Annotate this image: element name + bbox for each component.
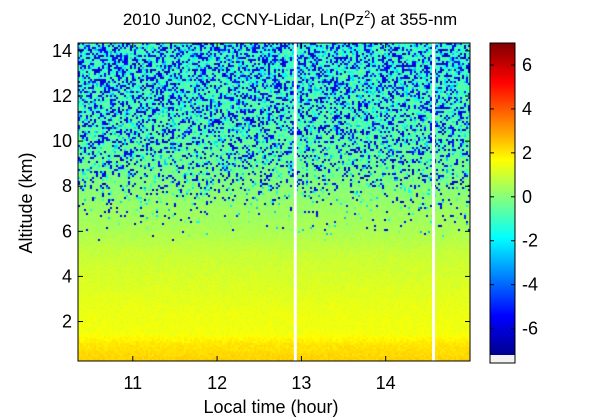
- y-tick-label: 10: [52, 131, 72, 151]
- colorbar-tick-label: 4: [522, 99, 532, 119]
- chart-title-superscript: 2: [364, 9, 370, 21]
- y-tick-label: 6: [62, 221, 72, 241]
- colorbar-gradient: [490, 43, 515, 355]
- plot-frame: [77, 42, 471, 362]
- colorbar-bottom-white: [490, 355, 515, 363]
- colorbar-tick-label: 6: [522, 55, 532, 75]
- heatmap-cells: [78, 43, 470, 361]
- colorbar-tick-label: -2: [522, 231, 538, 251]
- x-axis-label: Local time (hour): [203, 397, 338, 417]
- colorbar-tick-label: -6: [522, 319, 538, 339]
- chart-title: 2010 Jun02, CCNY-Lidar, Ln(Pz2) at 355-n…: [123, 9, 457, 29]
- y-axis: 2 4 6 8 10 12 14: [52, 41, 470, 332]
- x-tick-label: 14: [376, 373, 396, 393]
- colorbar: 6 4 2 0 -2 -4 -6: [489, 42, 538, 364]
- data-gap-0: [293, 43, 297, 361]
- colorbar-tick-label: 0: [522, 187, 532, 207]
- x-tick-label: 11: [123, 373, 142, 393]
- y-axis-label: Altitude (km): [16, 152, 36, 253]
- chart-title-main: 2010 Jun02, CCNY-Lidar, Ln(Pz: [123, 10, 364, 29]
- y-tick-label: 12: [52, 86, 72, 106]
- colorbar-tick-label: -4: [522, 275, 538, 295]
- colorbar-tick-label: 2: [522, 143, 532, 163]
- colorbar-ticks: 6 4 2 0 -2 -4 -6: [490, 55, 538, 339]
- y-tick-label: 4: [62, 266, 72, 286]
- y-tick-label: 8: [62, 176, 72, 196]
- chart-title-suffix: ) at 355-nm: [370, 10, 457, 29]
- x-tick-label: 13: [291, 373, 311, 393]
- data-gap-1: [432, 43, 436, 361]
- colorbar-frame: [489, 42, 516, 364]
- plot-area: 11 12 13 14 2 4 6 8 10 12 14: [52, 41, 471, 393]
- x-axis: 11 12 13 14: [123, 43, 396, 393]
- heatmap: [78, 43, 470, 361]
- y-tick-label: 14: [52, 41, 72, 61]
- x-tick-label: 12: [207, 373, 227, 393]
- y-tick-label: 2: [62, 312, 72, 332]
- data-gaps: [293, 43, 436, 361]
